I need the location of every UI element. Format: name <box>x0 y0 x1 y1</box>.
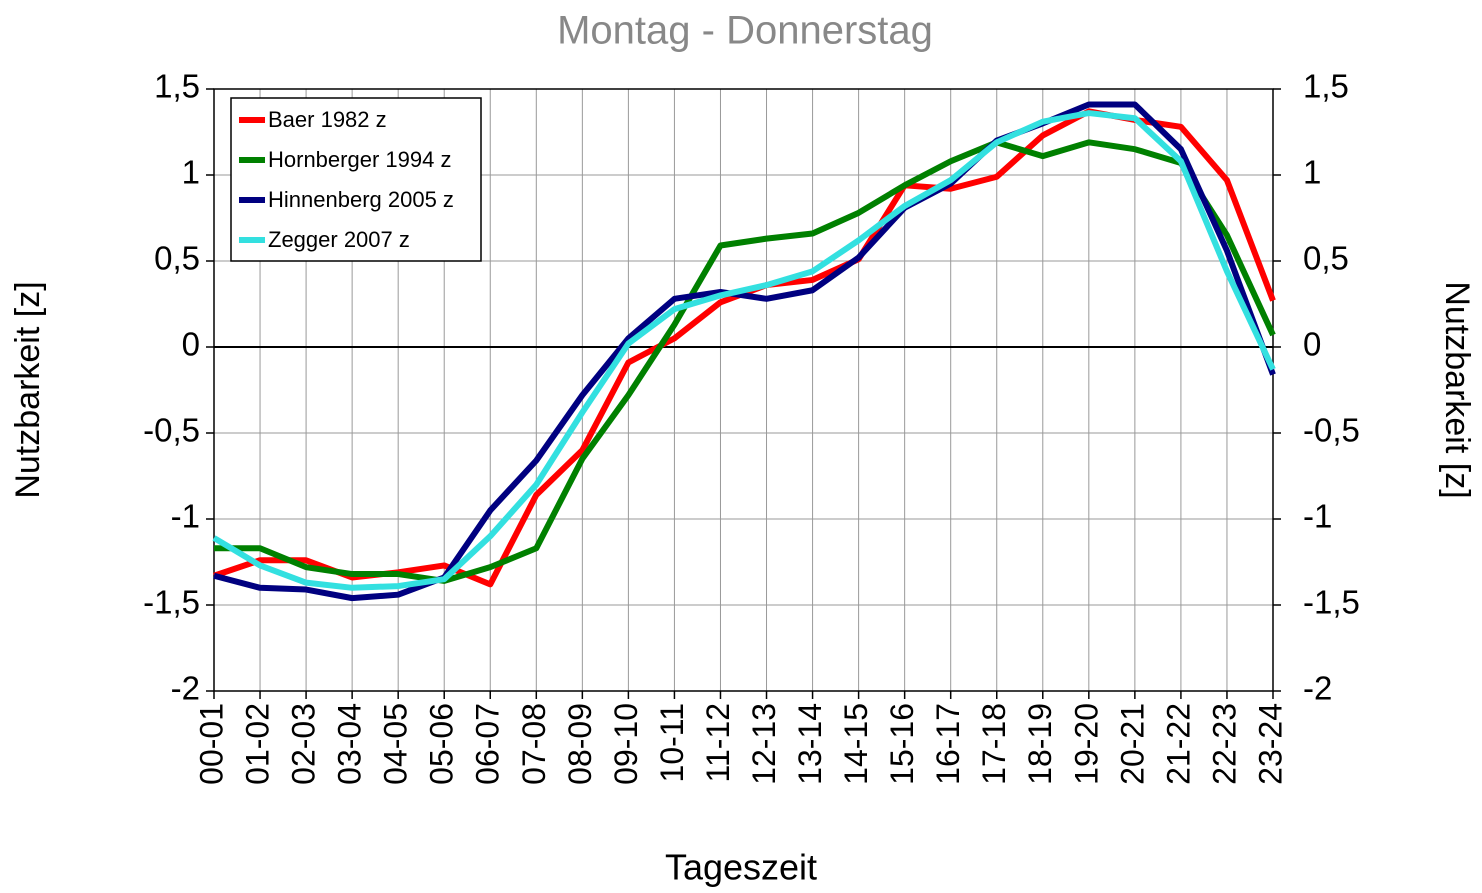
x-tick-label: 23-24 <box>1252 703 1288 785</box>
x-tick-label: 06-07 <box>470 703 506 785</box>
x-tick-label: 17-18 <box>976 703 1012 785</box>
x-tick-label: 10-11 <box>654 703 690 782</box>
x-tick-label: 16-17 <box>930 703 966 785</box>
y-axis-title: Nutzbarkeit [z] <box>9 281 47 498</box>
legend-label: Baer 1982 z <box>268 107 387 132</box>
x-tick-label: 03-04 <box>332 703 368 785</box>
x-tick-label: 20-21 <box>1114 703 1150 785</box>
y2-tick-label: -0,5 <box>1303 412 1360 449</box>
plot-frame <box>213 88 1274 692</box>
x-tick-label: 18-19 <box>1022 703 1058 785</box>
y2-tick-label: -2 <box>1303 670 1332 707</box>
x-tick-label: 04-05 <box>378 703 414 785</box>
x-tick-label: 12-13 <box>746 703 782 785</box>
legend-label: Hornberger 1994 z <box>268 147 451 172</box>
x-tick-label: 14-15 <box>838 703 874 785</box>
legend-label: Hinnenberg 2005 z <box>268 187 454 212</box>
x-tick-label: 02-03 <box>286 703 322 785</box>
x-tick-label: 05-06 <box>424 703 460 785</box>
y2-tick-label: 1,5 <box>1303 68 1349 105</box>
x-axis-title: Tageszeit <box>665 847 817 888</box>
x-tick-label: 22-23 <box>1206 703 1242 785</box>
x-tick-label: 08-09 <box>562 703 598 785</box>
x-tick-label: 01-02 <box>239 703 275 785</box>
y-tick-label: 1,5 <box>154 68 200 105</box>
y2-tick-label: -1 <box>1303 498 1332 535</box>
x-tick-label: 09-10 <box>608 703 644 785</box>
x-tick-label: 07-08 <box>516 703 552 785</box>
legend-label: Zegger 2007 z <box>268 227 410 252</box>
x-tick-label: 15-16 <box>884 703 920 785</box>
series-line <box>213 101 1276 602</box>
y2-tick-label: 0,5 <box>1303 240 1349 277</box>
y2-tick-label: 1 <box>1303 154 1321 191</box>
x-tick-label: 11-12 <box>700 703 736 782</box>
x-tick-label: 19-20 <box>1068 703 1104 785</box>
y2-tick-label: 0 <box>1303 326 1321 363</box>
legend-box <box>230 97 482 262</box>
x-tick-label: 00-01 <box>193 703 229 785</box>
y2-axis-title: Nutzbarkeit [z] <box>1438 281 1476 498</box>
y-tick-label: 0 <box>182 326 200 363</box>
y-tick-label: 0,5 <box>154 240 200 277</box>
series-line <box>212 110 1276 591</box>
y-tick-label: -2 <box>171 670 200 707</box>
y-tick-label: -1 <box>171 498 200 535</box>
x-tick-label: 13-14 <box>792 703 828 785</box>
x-tick-label: 21-22 <box>1160 703 1196 785</box>
y-tick-label: -0,5 <box>143 412 200 449</box>
y2-tick-label: -1,5 <box>1303 584 1360 621</box>
chart-title: Montag - Donnerstag <box>557 9 933 53</box>
y-tick-label: 1 <box>182 154 200 191</box>
y-tick-label: -1,5 <box>143 584 200 621</box>
series-line <box>214 139 1276 584</box>
